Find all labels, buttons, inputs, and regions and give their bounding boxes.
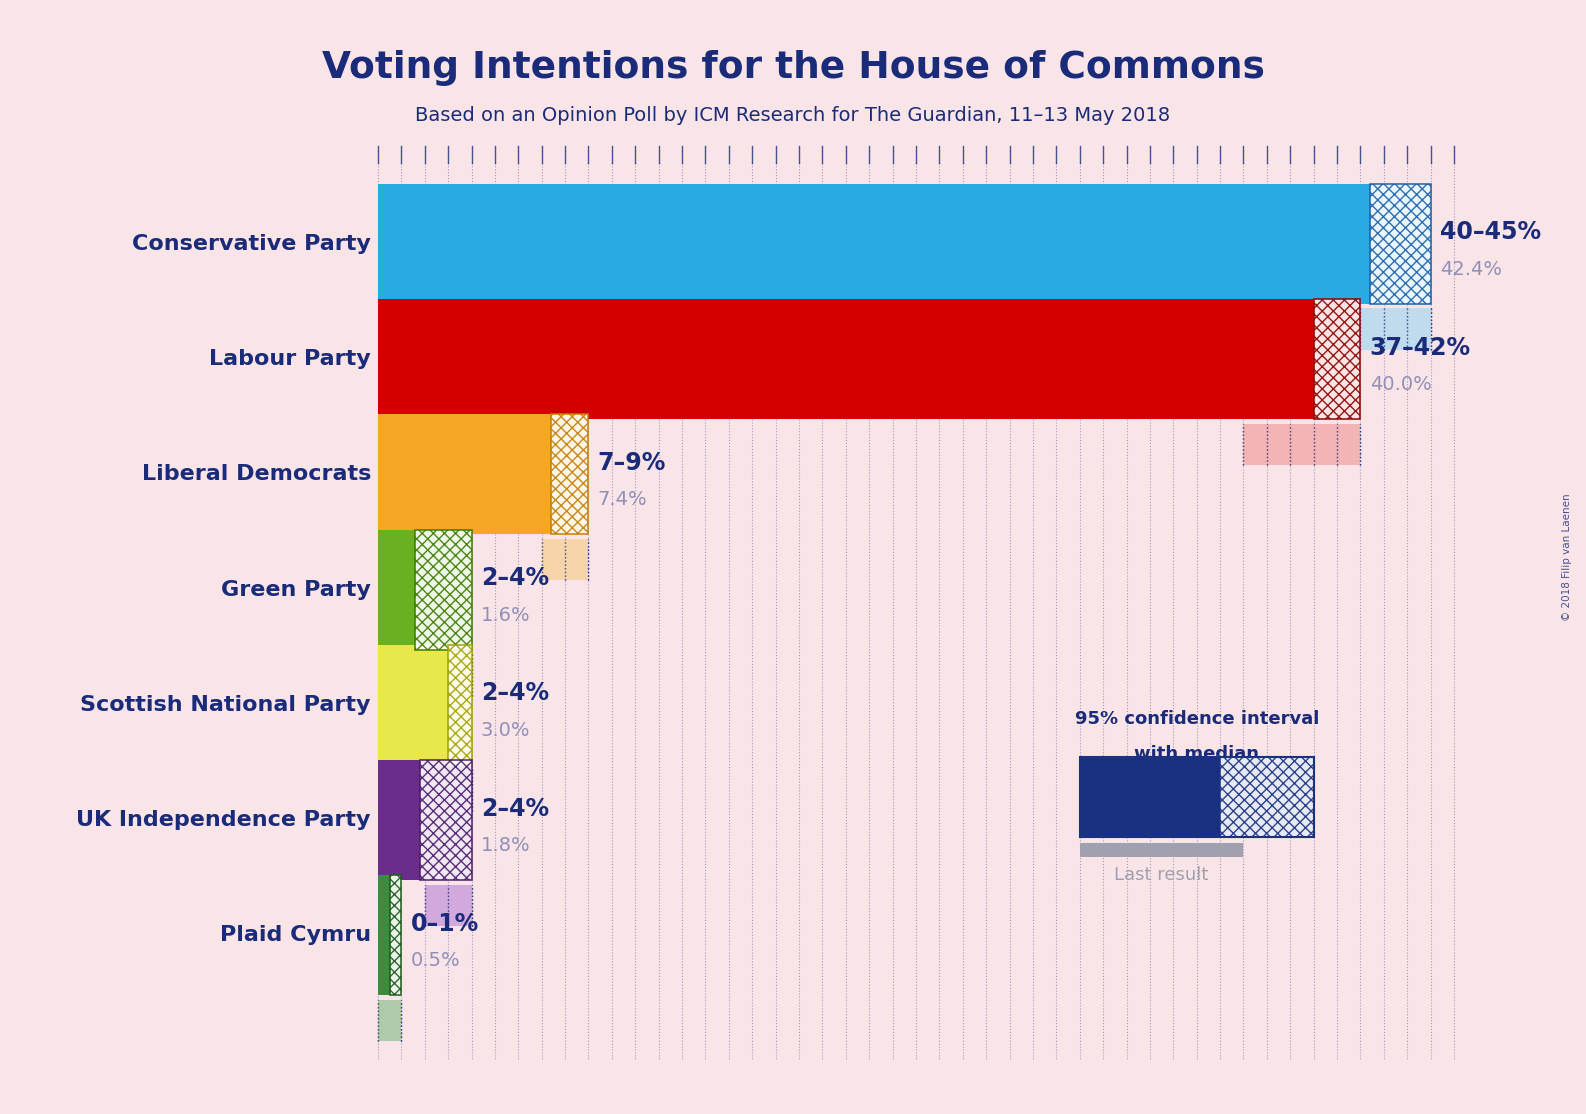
- Text: 40–45%: 40–45%: [1440, 221, 1542, 244]
- Text: 95% confidence interval: 95% confidence interval: [1075, 710, 1320, 727]
- Text: 42.4%: 42.4%: [1440, 260, 1502, 278]
- Text: with median: with median: [1134, 744, 1259, 762]
- Text: 2–4%: 2–4%: [481, 566, 549, 590]
- Bar: [1313, 300, 1361, 419]
- Bar: [425, 770, 471, 811]
- Text: 40.0%: 40.0%: [1370, 375, 1432, 394]
- Text: 2–4%: 2–4%: [481, 682, 549, 705]
- Text: 3.0%: 3.0%: [481, 721, 530, 740]
- Bar: [1370, 184, 1431, 304]
- Text: Voting Intentions for the House of Commons: Voting Intentions for the House of Commo…: [322, 50, 1264, 86]
- Bar: [449, 645, 471, 765]
- Bar: [377, 184, 1370, 304]
- Bar: [377, 645, 449, 765]
- Text: Last result: Last result: [1115, 867, 1209, 885]
- Text: Plaid Cymru: Plaid Cymru: [220, 926, 371, 946]
- Bar: [377, 876, 390, 995]
- Text: 2–4%: 2–4%: [481, 797, 549, 821]
- Bar: [542, 539, 588, 580]
- Bar: [1313, 309, 1431, 350]
- Text: 1.6%: 1.6%: [481, 606, 530, 625]
- Text: 37–42%: 37–42%: [1370, 335, 1470, 360]
- Bar: [420, 760, 471, 880]
- Bar: [1243, 423, 1361, 466]
- Text: 0–1%: 0–1%: [411, 912, 479, 936]
- Bar: [1220, 756, 1313, 838]
- Text: 0.5%: 0.5%: [411, 951, 460, 970]
- Text: Based on an Opinion Poll by ICM Research for The Guardian, 11–13 May 2018: Based on an Opinion Poll by ICM Research…: [416, 106, 1170, 125]
- Bar: [377, 414, 550, 535]
- Bar: [1370, 184, 1431, 304]
- Bar: [425, 885, 471, 926]
- Text: Green Party: Green Party: [220, 579, 371, 599]
- Bar: [1080, 843, 1243, 857]
- Text: UK Independence Party: UK Independence Party: [76, 810, 371, 830]
- Text: Liberal Democrats: Liberal Democrats: [141, 465, 371, 485]
- Text: Conservative Party: Conservative Party: [132, 234, 371, 254]
- Bar: [377, 300, 1313, 419]
- Bar: [420, 760, 471, 880]
- Bar: [550, 414, 588, 535]
- Bar: [425, 654, 471, 695]
- Text: 1.8%: 1.8%: [481, 836, 530, 854]
- Text: Scottish National Party: Scottish National Party: [81, 695, 371, 715]
- Text: 7.4%: 7.4%: [598, 490, 647, 509]
- Bar: [377, 760, 420, 880]
- Bar: [390, 876, 401, 995]
- Text: 7–9%: 7–9%: [598, 451, 666, 475]
- Bar: [1220, 756, 1313, 838]
- Bar: [377, 530, 416, 649]
- Bar: [1080, 756, 1313, 838]
- Bar: [1313, 300, 1361, 419]
- Bar: [550, 414, 588, 535]
- Bar: [416, 530, 471, 649]
- Bar: [377, 1000, 401, 1042]
- Bar: [390, 876, 401, 995]
- Bar: [416, 530, 471, 649]
- Text: © 2018 Filip van Laenen: © 2018 Filip van Laenen: [1562, 494, 1572, 620]
- Text: Labour Party: Labour Party: [209, 349, 371, 369]
- Bar: [1080, 756, 1220, 838]
- Bar: [449, 645, 471, 765]
